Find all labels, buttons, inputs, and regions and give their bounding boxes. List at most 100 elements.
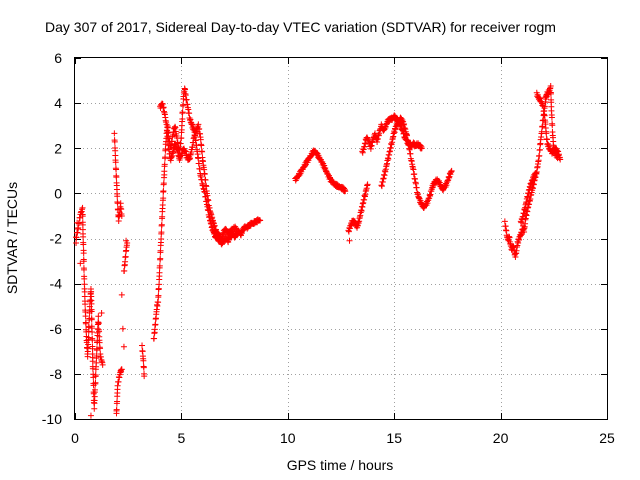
data-point [536,146,543,153]
data-point [117,200,124,207]
data-point [198,142,205,149]
x-tick-label: 5 [178,430,186,446]
x-tick-label: 25 [599,430,615,446]
data-point [85,334,92,341]
x-tick-label: 10 [280,430,296,446]
data-point [89,358,96,365]
data-point [97,345,104,352]
data-point [324,171,331,178]
data-point [91,386,98,393]
data-point [158,229,165,236]
data-point [82,301,89,308]
y-tick-label: 6 [54,50,62,66]
data-point [80,258,87,265]
data-point [418,145,425,152]
data-point [257,217,264,224]
data-point [113,166,120,173]
data-point [80,233,87,240]
data-points [73,82,564,419]
data-point [364,181,371,188]
data-point [156,262,163,269]
data-point [386,148,393,155]
data-point [73,240,80,247]
data-point [119,325,126,332]
axis-ticks [75,58,608,420]
data-point [89,328,96,335]
y-axis-label: SDTVAR / TECUs [4,182,20,294]
data-point [89,365,96,372]
y-tick-label: -6 [50,321,63,337]
data-point [118,291,125,298]
data-point [141,373,148,380]
data-point [80,241,87,248]
y-tick-label: -4 [50,276,63,292]
data-point [342,188,349,195]
data-point [87,412,94,419]
data-point [123,237,130,244]
data-point [532,170,539,177]
data-point [525,187,532,194]
data-point [120,343,127,350]
data-point [321,162,328,169]
data-point [92,371,99,378]
data-point [548,114,555,121]
x-tick-label: 0 [71,430,79,446]
data-point [155,299,162,306]
data-point [202,177,209,184]
data-point [151,335,158,342]
data-point [81,275,88,282]
data-point [409,165,416,172]
data-point [160,195,167,202]
data-point [113,174,120,181]
data-point [99,361,106,368]
data-point [117,367,124,374]
x-tick-label: 20 [493,430,509,446]
data-point [87,297,94,304]
data-point [96,328,103,335]
y-tick-label: -8 [50,366,63,382]
data-point [346,237,353,244]
data-point [448,167,455,174]
data-point [163,121,170,128]
data-point [112,159,119,166]
data-point [79,204,86,211]
y-tick-label: 0 [54,185,62,201]
data-point [95,320,102,327]
data-point [90,390,97,397]
data-point [411,176,418,183]
data-point [177,140,184,147]
data-point [160,187,167,194]
data-point [89,337,96,344]
data-point [195,155,202,162]
data-point [179,115,186,122]
x-tick-labels: 0 5 10 15 20 25 [71,430,615,446]
data-point [114,193,121,200]
data-point [118,366,125,373]
data-point [91,405,98,412]
data-point [139,342,146,349]
data-point [111,130,118,137]
data-point [536,152,543,159]
data-point [233,226,240,233]
grid-lines [75,58,607,419]
y-tick-label: -2 [50,231,63,247]
y-tick-label: -10 [42,411,62,427]
data-point [95,313,102,320]
x-tick-label: 15 [386,430,402,446]
data-point [179,109,186,116]
chart-title: Day 307 of 2017, Sidereal Day-to-day VTE… [45,19,556,35]
data-point [152,321,159,328]
data-point [205,197,212,204]
data-point [543,130,550,137]
data-point [88,300,95,307]
data-point [81,266,88,273]
y-tick-labels: -10 -8 -6 -4 -2 0 2 4 6 [42,50,62,427]
data-point [539,123,546,130]
data-point [121,267,128,274]
data-point [84,353,91,360]
data-point [547,90,554,97]
data-point [161,161,168,168]
data-point [140,364,147,371]
data-point [93,353,100,360]
